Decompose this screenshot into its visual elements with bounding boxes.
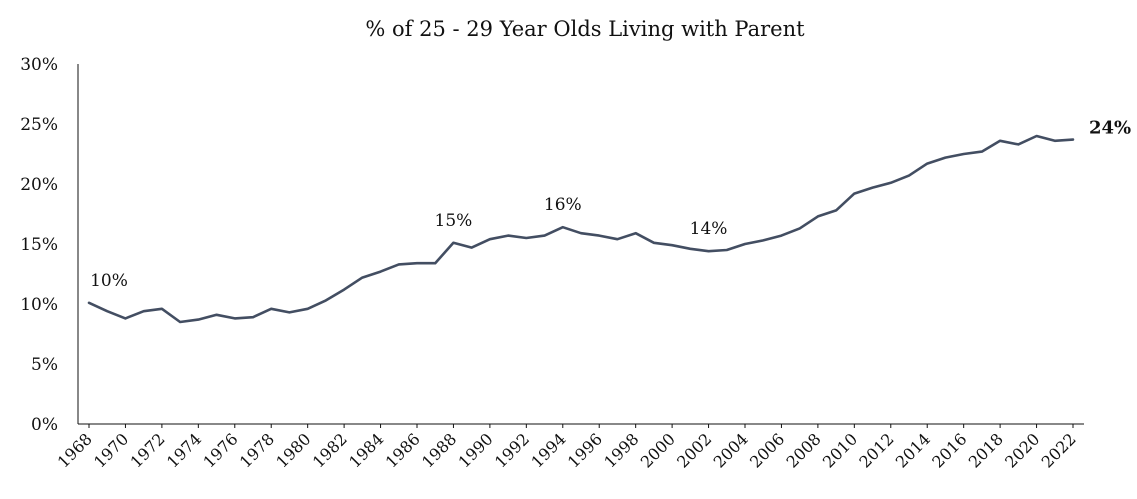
x-tick-label: 1974 [163, 429, 205, 471]
x-tick-label: 2002 [673, 429, 715, 471]
plot-area [87, 134, 1075, 324]
x-tick-label: 1986 [382, 429, 424, 471]
data-label: 14% [690, 219, 728, 239]
x-tick-label: 1978 [236, 429, 278, 471]
y-tick-label: 15% [20, 235, 58, 255]
x-tick-label: 2000 [637, 429, 679, 471]
x-tick-label: 1970 [90, 429, 132, 471]
annotations: 10% 15% 16% 14% 24% [90, 118, 1131, 291]
y-tick-label: 10% [20, 295, 58, 315]
x-tick-label: 1972 [126, 429, 168, 471]
x-tick-label: 1998 [600, 429, 642, 471]
x-tick-label: 1968 [54, 429, 96, 471]
x-tick-label: 2004 [710, 429, 752, 471]
x-axis: 1968197019721974197619781980198219841986… [54, 423, 1084, 472]
x-tick-label: 1976 [199, 429, 241, 471]
x-tick-label: 1980 [272, 429, 314, 471]
x-tick-label: 1982 [309, 429, 351, 471]
x-tick-label: 1996 [564, 429, 606, 471]
chart-title: % of 25 - 29 Year Olds Living with Paren… [365, 17, 805, 41]
y-tick-label: 20% [20, 175, 58, 195]
y-axis: 0% 5% 10% 15% 20% 25% 30% [20, 55, 79, 435]
y-tick-label: 30% [20, 55, 58, 75]
x-tick-label: 2018 [965, 429, 1007, 471]
x-tick-label: 1984 [345, 429, 387, 471]
x-tick-label: 1994 [527, 429, 569, 471]
x-tick-label: 1988 [418, 429, 460, 471]
x-tick-label: 2014 [892, 429, 934, 471]
data-label: 16% [544, 195, 582, 215]
series-line [87, 134, 1075, 324]
data-label: 10% [90, 271, 128, 291]
data-label: 24% [1089, 118, 1131, 139]
x-tick-label: 2008 [782, 429, 824, 471]
x-tick-label: 2020 [1001, 429, 1043, 471]
y-tick-label: 25% [20, 115, 58, 135]
x-tick-label: 2022 [1038, 429, 1080, 471]
x-tick-label: 1992 [491, 429, 533, 471]
x-tick-label: 2012 [855, 429, 897, 471]
x-tick-label: 2010 [819, 429, 861, 471]
x-tick-label: 2016 [928, 429, 970, 471]
data-label: 15% [435, 211, 473, 231]
y-tick-label: 5% [31, 355, 58, 375]
x-tick-label: 2006 [746, 429, 788, 471]
y-tick-label: 0% [31, 415, 58, 435]
x-tick-label: 1990 [454, 429, 496, 471]
